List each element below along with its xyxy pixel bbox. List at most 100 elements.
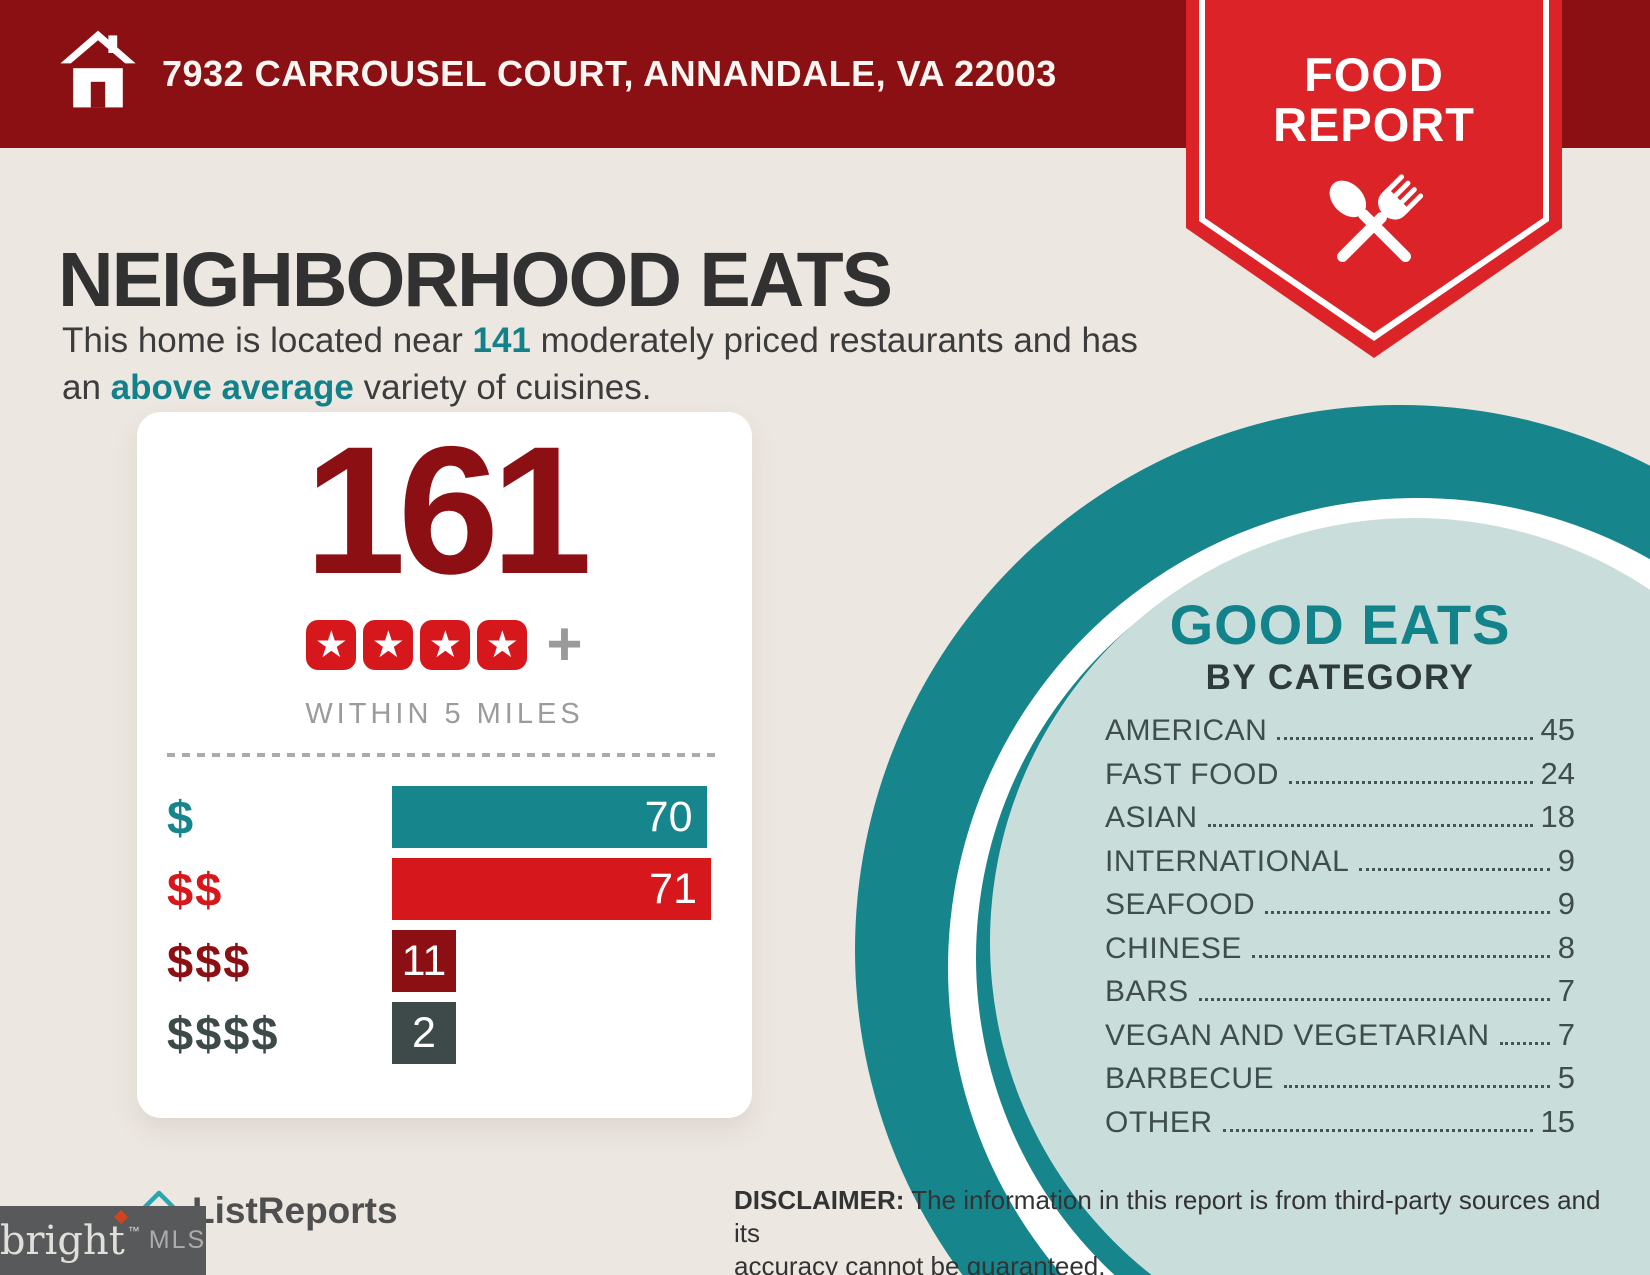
category-value: 5 [1557, 1060, 1575, 1095]
star-icon: ★ [306, 620, 357, 670]
good-eats-category-list: AMERICAN 45 FAST FOOD 24 ASIAN 18 INTERNATI… [1105, 712, 1575, 1147]
listreports-logo-text: ListReports [192, 1189, 398, 1231]
star-rating: ★ ★ ★ ★ + [137, 610, 752, 679]
list-item: FAST FOOD 24 [1105, 756, 1575, 800]
category-value: 9 [1557, 886, 1575, 921]
radius-label: WITHIN 5 MILES [305, 698, 584, 730]
dotted-leader [1198, 998, 1550, 1001]
bar-track: 2 [392, 1002, 711, 1064]
list-item: VEGAN AND VEGETARIAN 7 [1105, 1017, 1575, 1061]
list-item: ASIAN 18 [1105, 799, 1575, 843]
star-icon: ★ [477, 620, 528, 670]
restaurant-stats-card: 161 ★ ★ ★ ★ + WITHIN 5 MILES $ 70 $$ [137, 412, 752, 1118]
list-item: BARBECUE 5 [1105, 1060, 1575, 1104]
category-label: ASIAN [1105, 801, 1198, 834]
price-tier-row: $$$ 11 [167, 930, 711, 992]
price-tier-row: $$$$ 2 [167, 1002, 711, 1064]
house-icon [58, 28, 138, 115]
category-value: 8 [1557, 929, 1575, 965]
bar-value: 70 [644, 792, 693, 841]
brightmls-mls-text: MLS [148, 1226, 207, 1254]
category-label: CHINESE [1105, 931, 1242, 965]
category-value: 9 [1557, 842, 1575, 878]
disclaimer-line2: accuracy cannot be guaranteed. [734, 1251, 1106, 1275]
price-tier-label: $$ [167, 862, 224, 916]
total-restaurants: 161 [304, 408, 593, 612]
list-item: OTHER 15 [1105, 1104, 1575, 1148]
list-item: BARS 7 [1105, 973, 1575, 1017]
variety-highlight: above average [110, 368, 354, 407]
bar: 70 [392, 786, 707, 848]
disclaimer-label: DISCLAIMER: [734, 1185, 905, 1215]
bar-track: 70 [392, 786, 711, 848]
bar-value: 11 [401, 936, 447, 985]
price-tier-label: $ [167, 790, 196, 844]
trademark-symbol: ™ [127, 1223, 140, 1238]
page-title: NEIGHBORHOOD EATS [58, 236, 893, 323]
ribbon-banner-shape [1186, 0, 1562, 358]
category-value: 7 [1557, 1016, 1575, 1052]
ribbon-title-line2: REPORT [1273, 98, 1475, 151]
bar-track: 11 [392, 930, 711, 992]
intro-text: This home is located near 141 moderately… [62, 317, 1142, 411]
ribbon-title-line1: FOOD [1304, 48, 1444, 101]
disclaimer-line1: The information in this report is from t… [734, 1185, 1601, 1248]
category-label: INTERNATIONAL [1105, 844, 1350, 878]
brightmls-diamond-icon [113, 1209, 128, 1224]
intro-text-middle: moderately priced restaurants and has an [62, 321, 1138, 407]
dotted-leader [1284, 1085, 1550, 1088]
brightmls-wordmark: bright [0, 1209, 128, 1261]
property-address: 7932 CARROUSEL COURT, ANNANDALE, VA 2200… [162, 53, 1057, 94]
crossed-spoon-fork-icon [1329, 174, 1424, 262]
bar-value: 2 [412, 1008, 436, 1057]
dotted-leader [1277, 737, 1533, 740]
bar: 2 [392, 1002, 456, 1064]
good-eats-panel: GOOD EATS BY CATEGORY AMERICAN 45 FAST FO… [1105, 596, 1575, 1147]
category-label: FAST FOOD [1105, 757, 1279, 791]
bar: 11 [392, 930, 456, 992]
dashed-divider [167, 753, 722, 757]
plus-icon: + [546, 610, 583, 679]
star-icon: ★ [363, 620, 414, 670]
bar-value: 71 [649, 864, 697, 913]
category-value: 24 [1540, 755, 1575, 791]
price-tier-bar-chart: $ 70 $$ 71 $$$ 11 [167, 786, 711, 1074]
category-label: SEAFOOD [1105, 888, 1256, 921]
intro-text-before: This home is located near [62, 321, 473, 360]
category-value: 18 [1540, 799, 1575, 834]
price-tier-row: $$ 71 [167, 858, 711, 920]
category-value: 7 [1557, 973, 1575, 1008]
intro-text-after: variety of cuisines. [353, 368, 652, 407]
category-label: BARS [1105, 975, 1189, 1008]
dotted-leader [1222, 1128, 1533, 1132]
good-eats-title: GOOD EATS [1169, 593, 1511, 656]
list-item: INTERNATIONAL 9 [1105, 843, 1575, 887]
category-label: VEGAN AND VEGETARIAN [1105, 1018, 1490, 1052]
category-label: OTHER [1105, 1105, 1213, 1139]
category-label: AMERICAN [1105, 714, 1268, 747]
dotted-leader [1265, 911, 1550, 914]
category-label: BARBECUE [1105, 1062, 1275, 1095]
dotted-leader [1251, 954, 1550, 958]
price-tier-label: $$$ [167, 934, 252, 988]
dotted-leader [1288, 780, 1533, 784]
bar-track: 71 [392, 858, 711, 920]
dotted-leader [1207, 824, 1533, 827]
good-eats-subtitle: BY CATEGORY [1205, 658, 1475, 697]
dotted-leader [1499, 1041, 1550, 1045]
list-item: SEAFOOD 9 [1105, 886, 1575, 930]
bar: 71 [392, 858, 711, 920]
dotted-leader [1359, 867, 1550, 871]
category-value: 15 [1540, 1103, 1575, 1139]
disclaimer: DISCLAIMER: The information in this repo… [734, 1184, 1614, 1275]
restaurant-count: 141 [472, 321, 531, 360]
brightmls-logo: bright ™ MLS [0, 1206, 206, 1275]
category-value: 45 [1540, 712, 1575, 747]
price-tier-row: $ 70 [167, 786, 711, 848]
list-item: CHINESE 8 [1105, 930, 1575, 974]
price-tier-label: $$$$ [167, 1006, 280, 1060]
star-icon: ★ [420, 620, 471, 670]
food-report-ribbon: FOOD REPORT [1186, 0, 1562, 366]
